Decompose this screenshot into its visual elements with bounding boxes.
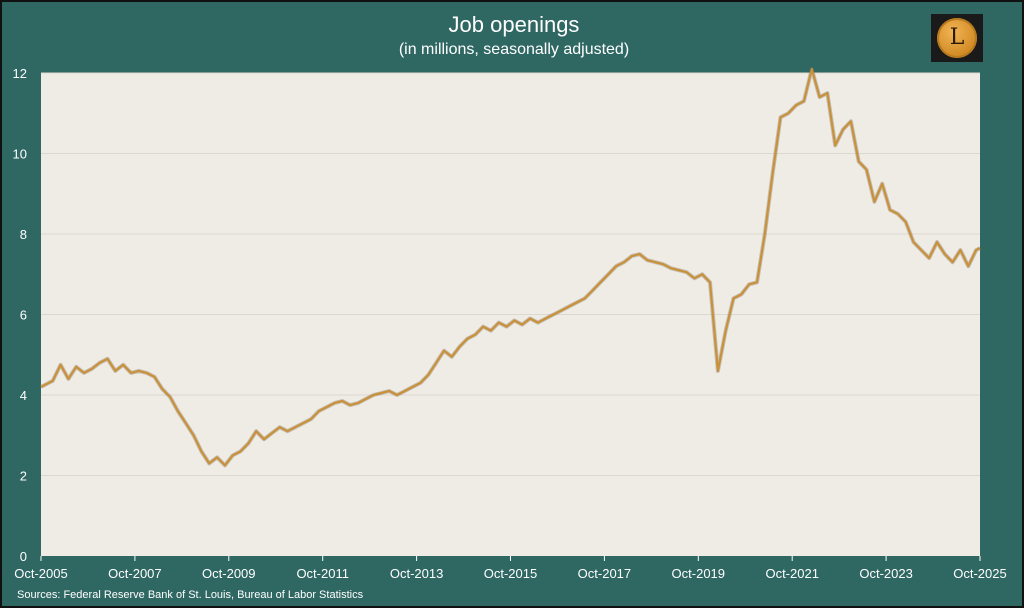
chart-subtitle: (in millions, seasonally adjusted) — [398, 41, 630, 58]
x-tick-label: Oct-2017 — [578, 566, 631, 581]
x-tick-label: Oct-2007 — [108, 566, 161, 581]
x-tick-label: Oct-2015 — [484, 566, 537, 581]
y-tick-label: 8 — [20, 227, 27, 242]
x-tick-label: Oct-2009 — [202, 566, 255, 581]
gridlines — [41, 72, 980, 476]
y-tick-label: 6 — [20, 308, 27, 323]
x-tick-label: Oct-2025 — [953, 566, 1006, 581]
x-tick-label: Oct-2011 — [296, 566, 349, 581]
chart-title: Job openings — [448, 12, 580, 37]
x-tick-label: Oct-2019 — [672, 566, 725, 581]
y-tick-label: 10 — [13, 147, 27, 162]
coin-icon: L — [937, 18, 977, 58]
logo: L — [931, 14, 983, 62]
y-tick-label: 12 — [13, 66, 27, 81]
x-tick-label: Oct-2021 — [765, 566, 818, 581]
y-tick-label: 2 — [20, 469, 27, 484]
series-line — [40, 67, 981, 467]
x-tick-label: Oct-2005 — [14, 566, 67, 581]
x-tick-label: Oct-2023 — [859, 566, 912, 581]
y-tick-label: 4 — [20, 388, 27, 403]
y-tick-label: 0 — [20, 549, 27, 564]
y-axis: 0 2 4 6 8 10 12 — [13, 66, 27, 564]
x-tick-label: Oct-2013 — [390, 566, 443, 581]
x-axis: Oct-2005 Oct-2007 Oct-2009 Oct-2011 Oct-2013… — [14, 556, 1007, 581]
source-note: Sources: Federal Reserve Bank of St. Lou… — [17, 589, 364, 601]
series-lines — [40, 67, 981, 468]
